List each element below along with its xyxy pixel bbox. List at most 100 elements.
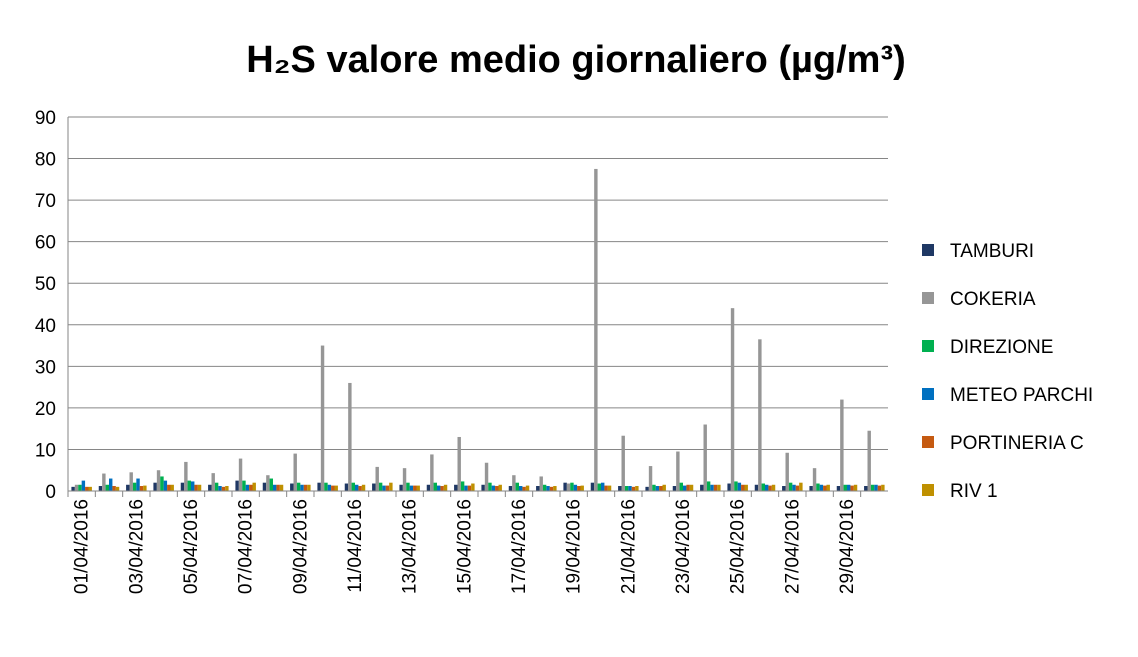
bar — [771, 484, 776, 491]
bar — [484, 462, 489, 491]
bar — [672, 486, 677, 491]
bar — [78, 484, 82, 491]
bar — [744, 484, 748, 491]
bar — [758, 339, 762, 491]
bar — [184, 461, 188, 491]
bar — [296, 482, 301, 491]
bar — [741, 484, 745, 491]
x-tick-label: 19/04/2016 — [564, 499, 585, 594]
y-tick-label: 20 — [35, 399, 56, 420]
bar — [508, 486, 513, 491]
x-tick-label: 03/04/2016 — [126, 499, 147, 594]
bar — [515, 482, 519, 491]
x-tick-label: 15/04/2016 — [454, 499, 475, 594]
bar — [597, 483, 601, 491]
bar — [180, 482, 185, 491]
bar — [706, 481, 711, 491]
bar — [864, 486, 868, 491]
bar — [163, 480, 168, 491]
bar — [761, 483, 765, 491]
bar — [324, 482, 328, 491]
bar — [378, 482, 383, 491]
bar — [782, 486, 786, 491]
bar — [816, 483, 820, 491]
bar — [416, 485, 420, 491]
bar — [874, 484, 878, 491]
bar — [566, 483, 571, 491]
bar — [143, 485, 147, 491]
bar — [273, 484, 277, 491]
bar — [433, 482, 437, 491]
bar — [652, 484, 656, 491]
bar — [730, 308, 735, 491]
bar — [843, 484, 847, 491]
bar — [221, 486, 226, 491]
legend-swatch — [922, 292, 934, 304]
bar — [471, 483, 475, 491]
legend-label: PORTINERIA C — [950, 433, 1084, 454]
legend-label: RIV 1 — [950, 481, 998, 502]
bar — [601, 482, 605, 491]
bar — [727, 483, 731, 491]
bar — [279, 484, 284, 491]
bar — [136, 478, 140, 491]
bar — [877, 485, 882, 491]
bar — [355, 484, 359, 491]
bar — [457, 436, 461, 491]
bar — [303, 484, 308, 491]
bar — [590, 482, 595, 491]
x-tick-label: 21/04/2016 — [618, 499, 639, 594]
legend-label: METEO PARCHI — [950, 385, 1093, 406]
bar — [679, 482, 683, 491]
bar — [238, 458, 243, 491]
bar — [683, 485, 687, 491]
bar — [269, 478, 273, 491]
bar — [153, 482, 157, 491]
bar — [170, 484, 174, 491]
bar — [631, 486, 636, 491]
legend-swatch — [922, 484, 934, 496]
bar — [819, 484, 824, 491]
bar — [737, 482, 742, 491]
bar — [481, 484, 485, 491]
bar — [703, 424, 707, 491]
bar — [266, 475, 270, 491]
bar — [88, 486, 92, 491]
bar — [454, 484, 458, 491]
bar — [870, 484, 875, 491]
bar — [156, 470, 161, 491]
bar — [290, 483, 294, 491]
bar — [71, 486, 75, 491]
x-tick-label: 01/04/2016 — [72, 499, 93, 594]
bar — [628, 486, 632, 491]
bar — [112, 486, 116, 491]
bar — [594, 168, 598, 491]
bar — [262, 482, 267, 491]
bar — [734, 481, 738, 491]
bar — [495, 486, 499, 491]
bar — [823, 485, 827, 491]
y-tick-label: 80 — [35, 150, 56, 171]
bar — [836, 486, 841, 491]
bar — [167, 484, 171, 491]
bar — [413, 485, 417, 491]
bar — [235, 480, 239, 491]
bar — [242, 480, 246, 491]
bar — [81, 480, 86, 491]
bar — [809, 486, 813, 491]
bar — [225, 486, 229, 491]
bar — [105, 484, 109, 491]
legend-swatch — [922, 388, 934, 400]
y-tick-label: 50 — [35, 274, 56, 295]
bar — [389, 482, 393, 491]
bar — [317, 482, 321, 491]
bar — [795, 485, 800, 491]
bar — [655, 486, 660, 491]
bar — [334, 485, 338, 491]
chart-title: H₂S valore medio giornaliero (µg/m³) — [246, 39, 906, 81]
bar — [372, 483, 376, 491]
bar — [406, 482, 410, 491]
bar — [792, 484, 796, 491]
x-tick-label: 23/04/2016 — [673, 499, 694, 594]
